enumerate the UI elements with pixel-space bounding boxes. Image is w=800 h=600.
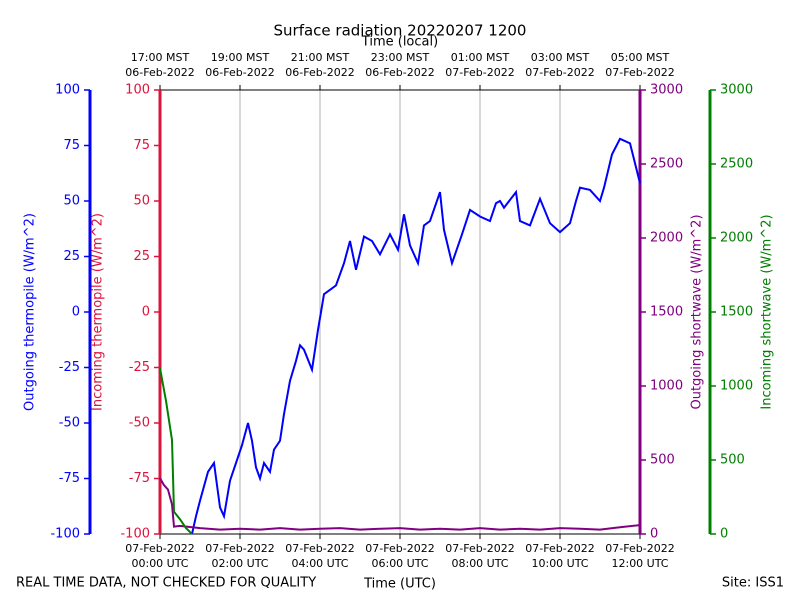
y2-axis-label: Incoming thermopile (W/m^2) [91,213,106,411]
y2-tick-label: 25 [133,249,150,264]
x-tick-label: 07-Feb-2022 [525,542,594,555]
y4-tick-label: 500 [720,453,745,468]
x-tick-label: 04:00 UTC [291,557,348,570]
y-tick-label: 0 [72,305,80,320]
y4-tick-label: 0 [720,527,728,542]
x2-tick-label: 06-Feb-2022 [205,66,274,79]
y2-tick-label: -25 [129,360,150,375]
x2-tick-label: 06-Feb-2022 [365,66,434,79]
y2-tick-label: 50 [133,194,150,209]
x-tick-label: 12:00 UTC [611,557,668,570]
y3-tick-label: 2000 [650,231,683,246]
x-tick-label: 00:00 UTC [131,557,188,570]
x2-tick-label: 19:00 MST [211,51,270,64]
x-tick-label: 02:00 UTC [211,557,268,570]
y-tick-label: -50 [59,416,80,431]
x2-tick-label: 01:00 MST [451,51,510,64]
y4-axis-label: Incoming shortwave (W/m^2) [760,214,775,409]
y3-tick-label: 1500 [650,305,683,320]
x2-tick-label: 07-Feb-2022 [605,66,674,79]
x2-tick-label: 17:00 MST [131,51,190,64]
y3-tick-label: 3000 [650,83,683,98]
y2-tick-label: -50 [129,416,150,431]
x2-tick-label: 05:00 MST [611,51,670,64]
y4-tick-label: 2500 [720,157,753,172]
x2-tick-label: 07-Feb-2022 [525,66,594,79]
y-tick-label: 50 [63,194,80,209]
x-tick-label: 07-Feb-2022 [205,542,274,555]
y4-tick-label: 2000 [720,231,753,246]
series-line [159,477,641,531]
y2-tick-label: -100 [120,527,150,542]
footer-left: REAL TIME DATA, NOT CHECKED FOR QUALITY [16,576,316,591]
y-axis-label: Outgoing thermopile (W/m^2) [23,213,38,411]
x-tick-label: 08:00 UTC [451,557,508,570]
series-line [159,368,193,535]
x-tick-label: 06:00 UTC [371,557,428,570]
y3-tick-label: 500 [650,453,675,468]
y2-tick-label: 100 [125,83,150,98]
y3-tick-label: 2500 [650,157,683,172]
x-tick-label: 07-Feb-2022 [605,542,674,555]
x-tick-label: 07-Feb-2022 [445,542,514,555]
x2-tick-label: 21:00 MST [291,51,350,64]
x2-tick-label: 03:00 MST [531,51,590,64]
y-tick-label: -100 [50,527,80,542]
chart-title: Surface radiation 20220207 1200 [274,22,527,40]
y3-tick-label: 0 [650,527,658,542]
y4-tick-label: 1000 [720,379,753,394]
x-tick-label: 07-Feb-2022 [365,542,434,555]
y2-tick-label: 0 [142,305,150,320]
x-tick-label: 10:00 UTC [531,557,588,570]
y-tick-label: -25 [59,360,80,375]
x-axis-label: Time (UTC) [363,577,436,592]
y4-tick-label: 1500 [720,305,753,320]
y4-tick-label: 3000 [720,83,753,98]
x2-tick-label: 06-Feb-2022 [285,66,354,79]
x2-tick-label: 23:00 MST [371,51,430,64]
y-tick-label: -75 [59,471,80,486]
footer-right: Site: ISS1 [722,576,784,591]
y2-tick-label: -75 [129,471,150,486]
x2-tick-label: 06-Feb-2022 [125,66,194,79]
y-tick-label: 75 [63,138,80,153]
y3-tick-label: 1000 [650,379,683,394]
x2-axis-label: Time (local) [361,35,438,50]
x2-tick-label: 07-Feb-2022 [445,66,514,79]
x-tick-label: 07-Feb-2022 [125,542,194,555]
y-tick-label: 25 [63,249,80,264]
y3-axis-label: Outgoing shortwave (W/m^2) [690,214,705,409]
x-tick-label: 07-Feb-2022 [285,542,354,555]
y2-tick-label: 75 [133,138,150,153]
y-tick-label: 100 [55,83,80,98]
series-line [191,137,641,535]
